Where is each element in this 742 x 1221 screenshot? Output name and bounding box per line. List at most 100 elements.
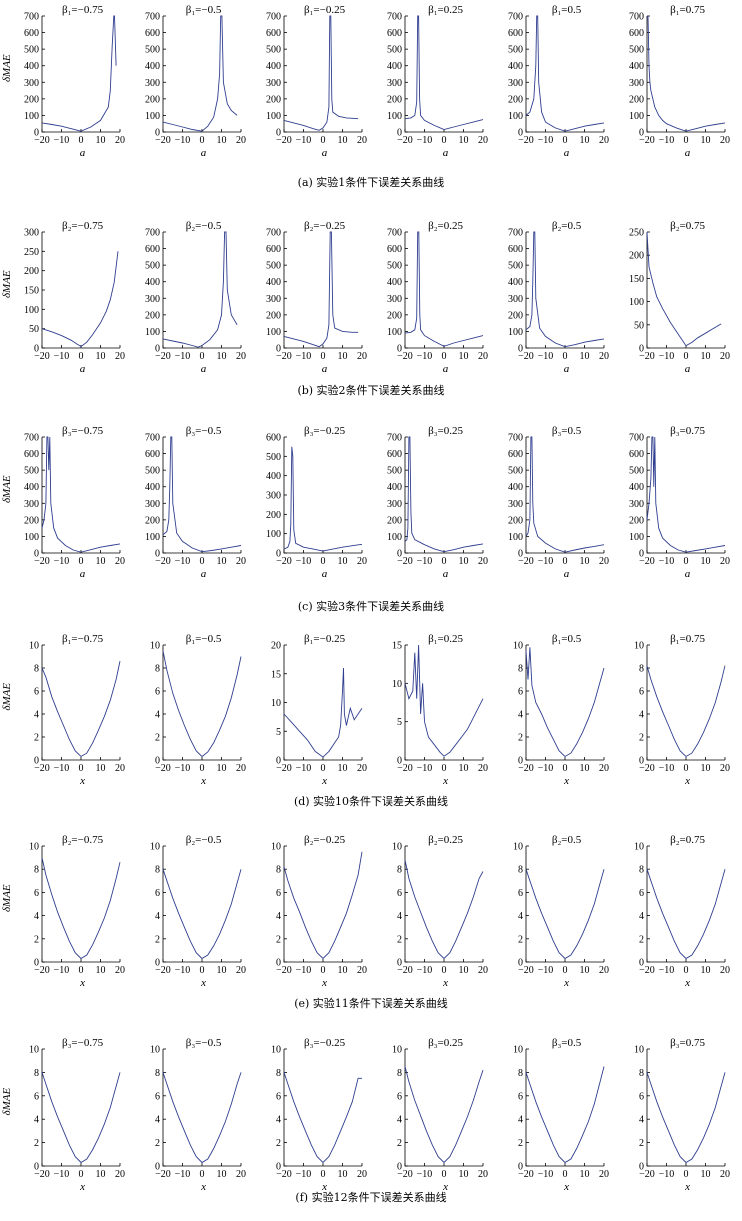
x-tick-label: 20 xyxy=(357,351,367,362)
y-tick-label: 10 xyxy=(392,1045,402,1056)
x-tick-label: −20 xyxy=(639,556,655,567)
series-line xyxy=(162,1072,242,1164)
y-tick-label: 100 xyxy=(387,327,402,338)
y-tick-label: 10 xyxy=(150,1045,160,1056)
x-tick-label: 20 xyxy=(478,135,488,146)
plot-panel: β₂=0.75 0 2 4 6 8 10 −20 −10 0 10 20 x xyxy=(634,834,730,989)
panel-title: β₁=0.5 xyxy=(552,633,582,645)
x-tick-label: −20 xyxy=(639,1169,655,1180)
plot-panel: β₃=0.5 0 2 4 6 8 10 −20 −10 0 10 20 x xyxy=(513,1037,609,1193)
plot-panel: β₂=−0.5 0 100 200 300 400 500 600 700 −20 −10 0 10 20… xyxy=(145,220,246,375)
y-tick-label: 2 xyxy=(397,1138,402,1149)
y-tick-label: 700 xyxy=(508,228,523,239)
x-tick-label: 20 xyxy=(720,556,730,567)
x-tick-label: −10 xyxy=(659,1169,675,1180)
x-tick-label: −20 xyxy=(518,135,534,146)
x-axis-label: a xyxy=(564,363,570,375)
x-tick-label: −20 xyxy=(34,965,50,976)
x-tick-label: 10 xyxy=(459,763,469,774)
y-tick-label: 10 xyxy=(513,1045,523,1056)
group-caption: (d) 实验10条件下误差关系曲线 xyxy=(294,794,448,808)
x-tick-label: 0 xyxy=(200,135,205,146)
y-tick-label: 4 xyxy=(276,1115,281,1126)
y-tick-label: 5 xyxy=(397,717,402,728)
y-tick-label: 100 xyxy=(24,305,39,316)
x-tick-label: 20 xyxy=(478,763,488,774)
series-line xyxy=(404,859,484,960)
x-axis-label: a xyxy=(322,568,328,580)
y-tick-label: 700 xyxy=(145,433,160,444)
panel-title: β₃=0.75 xyxy=(670,1037,705,1049)
y-tick-label: 8 xyxy=(518,865,523,876)
y-tick-label: 10 xyxy=(271,842,281,853)
x-tick-label: 20 xyxy=(115,135,125,146)
x-tick-label: 0 xyxy=(79,763,84,774)
y-tick-label: 20 xyxy=(271,641,281,652)
y-tick-label: 0 xyxy=(518,549,523,560)
plot-panel: β₁=0.5 0 100 200 300 400 500 600 700 −20 −10 0 10 20 a xyxy=(508,4,609,159)
axis-line xyxy=(41,16,120,133)
y-tick-label: 300 xyxy=(145,499,160,510)
panel-title: β₁=−0.25 xyxy=(304,4,346,16)
y-tick-label: 10 xyxy=(634,1045,644,1056)
y-tick-label: 400 xyxy=(145,61,160,72)
x-tick-label: −10 xyxy=(296,965,312,976)
axis-line xyxy=(283,16,362,133)
y-tick-label: 300 xyxy=(629,499,644,510)
x-tick-label: −20 xyxy=(639,351,655,362)
plot-panel: β₁=0.25 0 100 200 300 400 500 600 700 −20 −10 0 10 20… xyxy=(387,4,488,159)
series-line xyxy=(404,436,484,553)
panel-title: β₂=−0.25 xyxy=(304,834,346,846)
y-tick-label: 4 xyxy=(518,710,523,721)
x-tick-label: 0 xyxy=(563,965,568,976)
y-tick-label: 300 xyxy=(266,294,281,305)
y-tick-label: 2 xyxy=(518,733,523,744)
panel-title: β₃=0.25 xyxy=(428,425,463,437)
y-tick-label: 200 xyxy=(145,515,160,526)
x-axis-label: x xyxy=(79,775,85,787)
x-tick-label: 10 xyxy=(580,135,590,146)
x-tick-label: −20 xyxy=(34,556,50,567)
x-tick-label: 0 xyxy=(321,135,326,146)
x-tick-label: −10 xyxy=(659,351,675,362)
panel-title: β₂=0.75 xyxy=(670,834,705,846)
x-axis-label: a xyxy=(80,147,86,159)
y-tick-label: 400 xyxy=(508,277,523,288)
y-tick-label: 600 xyxy=(629,449,644,460)
x-axis-label: a xyxy=(322,363,328,375)
x-tick-label: 20 xyxy=(236,556,246,567)
panel-title: β₂=−0.5 xyxy=(186,834,222,846)
series-line xyxy=(525,647,605,758)
series-line xyxy=(162,650,242,758)
x-axis-label: a xyxy=(201,568,207,580)
y-tick-label: 4 xyxy=(639,911,644,922)
y-tick-label: 10 xyxy=(271,1045,281,1056)
y-tick-label: 700 xyxy=(387,12,402,23)
x-tick-label: −10 xyxy=(54,351,70,362)
x-tick-label: 10 xyxy=(580,965,590,976)
y-tick-label: 4 xyxy=(34,710,39,721)
series-line xyxy=(283,851,363,960)
x-axis-label: x xyxy=(442,775,448,787)
x-tick-label: 0 xyxy=(200,763,205,774)
x-tick-label: −20 xyxy=(397,135,413,146)
x-tick-label: 20 xyxy=(357,556,367,567)
x-tick-label: 20 xyxy=(357,1169,367,1180)
series-line xyxy=(283,1072,362,1164)
y-tick-label: 100 xyxy=(508,111,523,122)
y-tick-label: 100 xyxy=(629,532,644,543)
x-axis-label: x xyxy=(684,775,690,787)
x-tick-label: 0 xyxy=(200,556,205,567)
panel-title: β₁=−0.5 xyxy=(186,4,222,16)
x-tick-label: −20 xyxy=(276,135,292,146)
y-tick-label: 8 xyxy=(34,1068,39,1079)
x-tick-label: 0 xyxy=(563,763,568,774)
y-tick-label: 200 xyxy=(387,94,402,105)
x-tick-label: −10 xyxy=(296,556,312,567)
series-line xyxy=(162,15,238,132)
y-tick-label: 0 xyxy=(34,1162,39,1173)
plot-panel: β₁=−0.75 0 2 4 6 8 10 −20 −10 0 10 20 x xyxy=(29,633,125,787)
x-tick-label: 10 xyxy=(338,965,348,976)
y-tick-label: 700 xyxy=(629,433,644,444)
x-tick-label: −10 xyxy=(538,763,554,774)
